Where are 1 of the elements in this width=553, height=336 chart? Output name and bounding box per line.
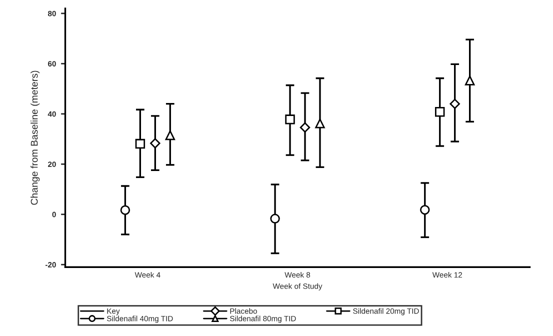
y-axis-title: Change from Baseline (meters) (30, 70, 40, 205)
